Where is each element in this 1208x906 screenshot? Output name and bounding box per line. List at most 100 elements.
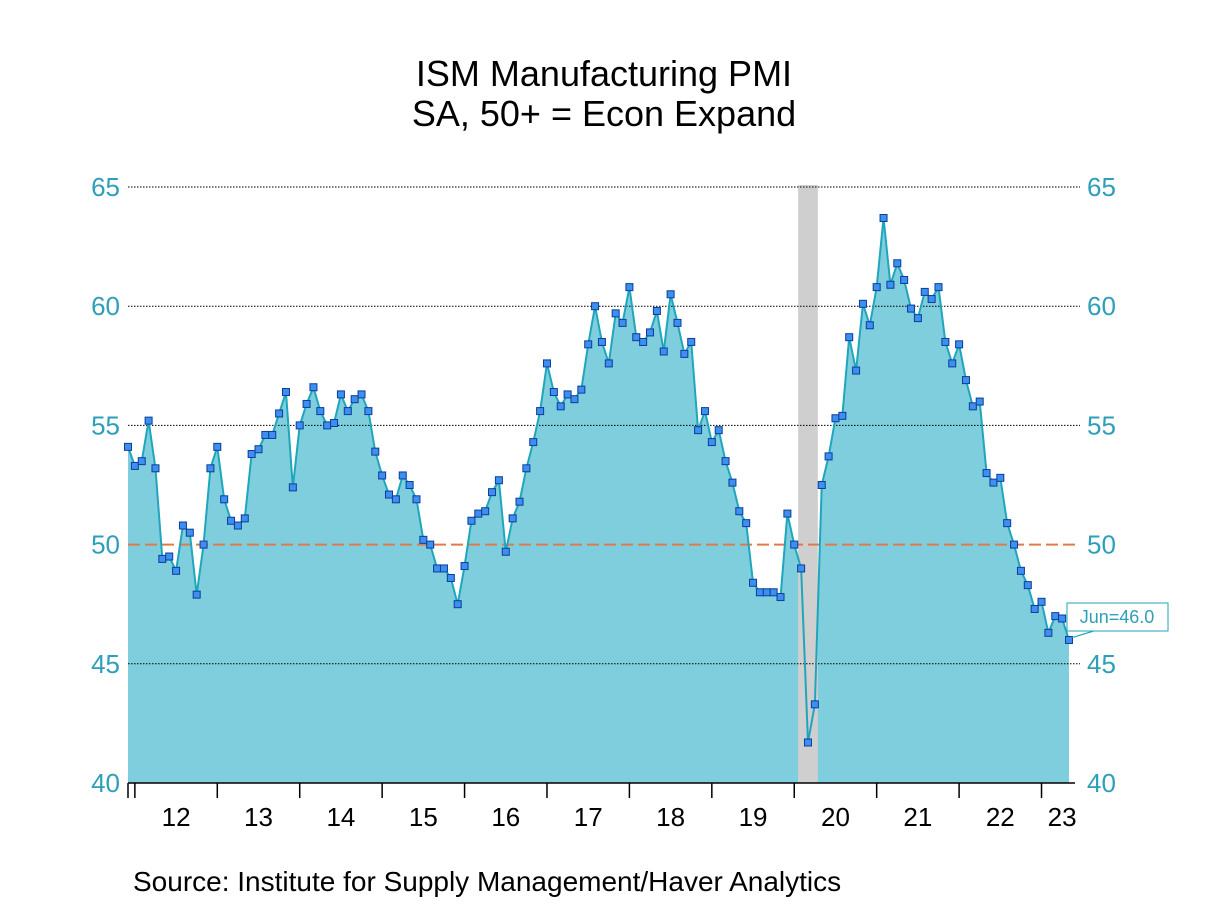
data-point <box>941 337 950 346</box>
y-tick-label-left: 45 <box>91 649 120 679</box>
data-point <box>845 333 854 342</box>
data-point <box>1051 612 1060 621</box>
data-point <box>453 600 462 609</box>
data-point <box>281 388 290 397</box>
data-point <box>975 397 984 406</box>
data-point <box>968 402 977 411</box>
data-point <box>124 442 132 451</box>
data-point <box>810 700 819 709</box>
data-point <box>625 283 634 292</box>
data-point <box>762 588 771 597</box>
data-point <box>206 464 215 473</box>
y-tick-label-right: 65 <box>1087 172 1116 202</box>
data-point <box>137 457 146 466</box>
data-point <box>275 409 284 418</box>
data-point <box>639 337 648 346</box>
data-point <box>295 421 304 430</box>
data-point <box>1003 519 1012 528</box>
data-point <box>982 469 991 478</box>
x-tick-label: 18 <box>656 802 685 832</box>
data-point <box>220 495 229 504</box>
data-point <box>955 340 964 349</box>
data-point <box>700 407 709 416</box>
data-point <box>755 588 764 597</box>
callout-box <box>1066 602 1169 632</box>
data-point <box>659 347 668 356</box>
data-point <box>1023 581 1032 590</box>
data-point <box>913 314 922 323</box>
data-point <box>343 407 352 416</box>
data-point <box>735 507 744 516</box>
data-point <box>632 333 641 342</box>
data-point <box>604 359 613 368</box>
data-point <box>742 519 751 528</box>
data-point <box>584 340 593 349</box>
data-point <box>542 359 551 368</box>
y-tick-label-right: 40 <box>1087 768 1116 798</box>
data-point <box>446 573 455 582</box>
data-point <box>494 476 503 485</box>
data-point <box>783 509 792 518</box>
data-point <box>130 461 139 470</box>
data-point <box>927 295 936 304</box>
data-point <box>178 521 187 530</box>
x-tick-label: 15 <box>409 802 438 832</box>
x-tick-label: 23 <box>1048 802 1077 832</box>
data-point <box>865 321 874 330</box>
data-point <box>398 471 407 480</box>
data-point <box>433 564 442 573</box>
callout-label: Jun=46.0 <box>1080 607 1155 627</box>
data-point <box>378 471 387 480</box>
data-point <box>907 304 916 313</box>
data-point <box>872 283 881 292</box>
data-point <box>151 464 160 473</box>
y-tick-label-left: 55 <box>91 410 120 440</box>
data-point <box>412 495 421 504</box>
data-point <box>439 564 448 573</box>
data-point <box>1065 635 1073 644</box>
data-point <box>858 299 867 308</box>
y-tick-label-left: 50 <box>91 530 120 560</box>
data-point <box>460 562 469 571</box>
data-point <box>501 547 510 556</box>
data-point <box>900 275 909 284</box>
data-point <box>673 318 682 327</box>
data-point <box>886 280 895 289</box>
data-point <box>529 438 538 447</box>
data-point <box>934 283 943 292</box>
data-point <box>1010 540 1019 549</box>
data-point <box>769 588 778 597</box>
data-point <box>158 554 167 563</box>
data-point <box>817 481 826 489</box>
data-point <box>563 390 572 399</box>
chart-source: Source: Institute for Supply Management/… <box>133 866 842 897</box>
data-point <box>364 407 373 416</box>
data-point <box>391 495 400 504</box>
data-point <box>488 488 497 497</box>
data-point <box>192 590 201 599</box>
data-point <box>591 302 600 311</box>
data-point <box>797 564 806 573</box>
data-point <box>687 337 696 346</box>
data-point <box>254 445 263 454</box>
y-tick-label-left: 60 <box>91 291 120 321</box>
data-point <box>996 473 1005 482</box>
data-point <box>227 516 236 525</box>
data-point <box>652 306 661 315</box>
y-tick-label-left: 40 <box>91 768 120 798</box>
x-tick-label: 16 <box>491 802 520 832</box>
data-point <box>371 447 380 456</box>
data-point <box>728 478 737 487</box>
data-point <box>666 290 675 299</box>
data-point <box>803 738 812 747</box>
data-point <box>268 430 277 439</box>
data-point <box>838 411 847 420</box>
x-tick-label: 19 <box>739 802 768 832</box>
data-point <box>680 349 689 358</box>
data-point <box>316 407 325 416</box>
x-tick-label: 12 <box>162 802 191 832</box>
x-tick-label: 13 <box>244 802 273 832</box>
y-tick-label-right: 45 <box>1087 649 1116 679</box>
data-point <box>508 514 517 523</box>
data-point <box>721 457 730 466</box>
